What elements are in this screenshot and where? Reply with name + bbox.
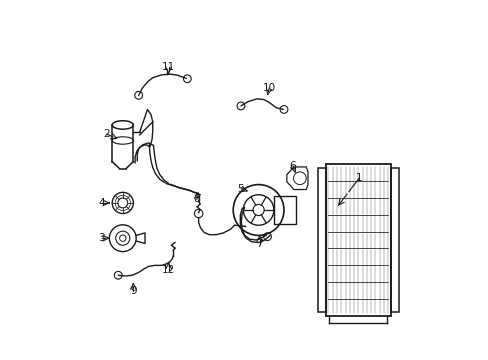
Text: 3: 3 [98,233,105,243]
Text: 6: 6 [289,161,296,171]
Text: 9: 9 [130,286,137,296]
Text: 12: 12 [162,265,175,275]
Text: 10: 10 [262,83,275,93]
Text: 11: 11 [162,62,175,72]
Text: 1: 1 [355,173,362,183]
Text: 5: 5 [237,184,244,194]
Text: 7: 7 [256,239,263,248]
Text: 2: 2 [103,129,110,139]
Text: 8: 8 [193,194,200,204]
Text: 4: 4 [98,198,105,208]
